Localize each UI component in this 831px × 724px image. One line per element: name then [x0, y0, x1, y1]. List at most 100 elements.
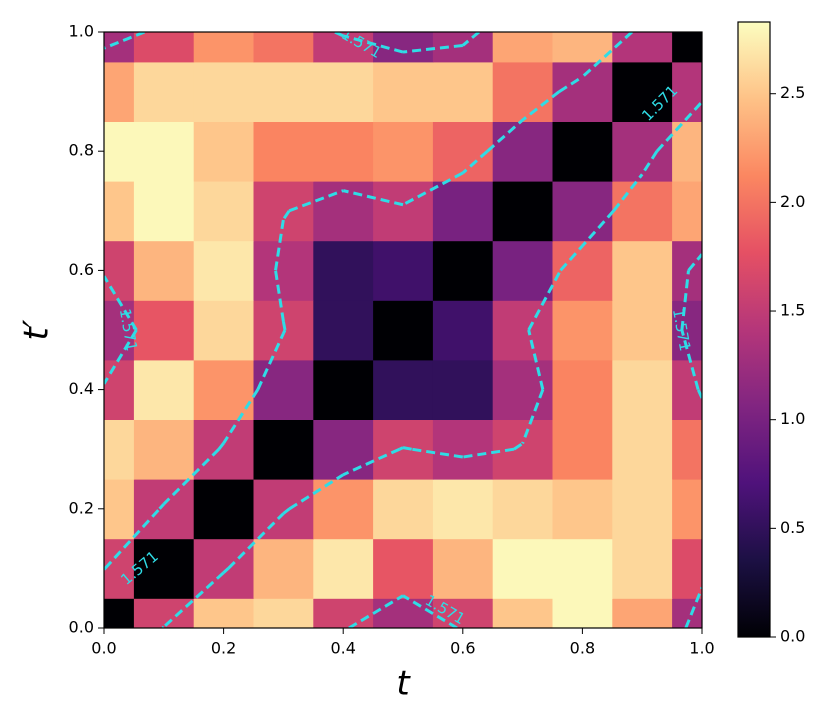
heatmap-cell [492, 240, 554, 301]
heatmap-cell [552, 359, 613, 420]
contour-line [402, 446, 412, 451]
contour-line [282, 329, 287, 335]
heatmap-cell [612, 61, 673, 122]
heatmap-cell [373, 240, 434, 301]
heatmap-cell [552, 181, 613, 242]
contour-line [684, 587, 702, 628]
heatmap-cell [373, 479, 434, 540]
heatmap-cell [373, 598, 434, 628]
heatmap-cell [193, 121, 255, 182]
heatmap-cell [193, 419, 255, 480]
heatmap-cell [552, 121, 613, 182]
heatmap-cell [104, 121, 135, 182]
heatmap-cell [672, 61, 702, 122]
heatmap-cell [313, 598, 374, 628]
x-tick-label: 0.0 [91, 639, 116, 658]
heatmap-cell [133, 479, 195, 540]
heatmap-cell [672, 538, 702, 599]
heatmap-cell [373, 300, 434, 361]
heatmap-cell [133, 538, 195, 599]
contour-line [527, 329, 545, 390]
heatmap-cell [552, 300, 613, 361]
x-axis-label: t [396, 664, 411, 704]
heatmap-cell [133, 121, 195, 182]
heatmap-cell [612, 240, 673, 301]
heatmap-cell [492, 538, 554, 599]
heatmap-cell [133, 61, 195, 122]
y-axis-label: t′ [17, 319, 57, 340]
contour-line [158, 503, 165, 510]
heatmap-cell [373, 359, 434, 420]
contour-line [342, 34, 404, 54]
contour-line [640, 150, 659, 176]
heatmap-cell [104, 419, 135, 480]
heatmap-cell [133, 300, 195, 361]
contour-line [559, 244, 584, 272]
contour-line [581, 209, 615, 247]
y-tick-label: 0.6 [69, 260, 94, 279]
heatmap-cell [373, 538, 434, 599]
heatmap-cell [432, 61, 494, 122]
colorbar-tick-label: 2.5 [780, 83, 805, 102]
heatmap-cell [104, 598, 135, 628]
heatmap-cell [373, 61, 434, 122]
x-tick-label: 0.4 [330, 639, 355, 658]
heatmap-cell [432, 479, 494, 540]
contour-line [581, 32, 633, 79]
contour-line [558, 75, 584, 93]
contour-line [222, 567, 230, 574]
heatmap-cell [313, 240, 374, 301]
heatmap-cell [104, 181, 135, 242]
contour-line [461, 32, 480, 47]
colorbar-tick-label: 2.0 [780, 192, 805, 211]
contour-line [282, 507, 291, 515]
contour-line [680, 329, 700, 390]
contour-line [288, 189, 344, 213]
heatmap-cell [672, 300, 702, 361]
contour-line [521, 90, 561, 122]
heatmap-cell [432, 300, 494, 361]
heatmap-cell [612, 479, 673, 540]
heatmap-cell [672, 479, 702, 540]
x-tick-label: 0.8 [570, 639, 595, 658]
contour-line [521, 389, 545, 444]
contour-line [274, 219, 285, 271]
heatmap-cell [672, 32, 702, 63]
heatmap-cell [612, 181, 673, 242]
heatmap-cell [253, 598, 314, 628]
heatmap-cell [552, 538, 613, 599]
contour-line [256, 332, 285, 391]
heatmap-cell [612, 419, 673, 480]
heatmap-cell [193, 598, 255, 628]
contour-line [655, 100, 702, 153]
heatmap-cell [193, 359, 255, 420]
heatmap-cell [492, 479, 554, 540]
heatmap-cell [253, 121, 314, 182]
y-tick-label: 0.2 [69, 498, 94, 517]
heatmap-cell [313, 121, 374, 182]
heatmap-cell [432, 181, 494, 242]
heatmap-cell [552, 240, 613, 301]
heatmap-cell [133, 598, 195, 628]
colorbar-tick-label: 1.0 [780, 409, 805, 428]
heatmap-cell [133, 181, 195, 242]
heatmap-cell [253, 538, 314, 599]
heatmap-cell [612, 359, 673, 420]
heatmap-cell [612, 32, 673, 63]
heatmap-cell [432, 240, 494, 301]
heatmap-cell [104, 240, 135, 301]
heatmap-cell [193, 61, 255, 122]
heatmap-cell [552, 479, 613, 540]
heatmap-cell [193, 181, 255, 242]
colorbar [737, 21, 771, 638]
contour-line [217, 442, 225, 451]
x-tick-label: 0.2 [211, 639, 236, 658]
contour-line [104, 329, 138, 385]
y-tick-label: 0.8 [69, 141, 94, 160]
contour-line [342, 189, 404, 207]
heatmap-cell [253, 479, 314, 540]
contour-line [288, 473, 345, 511]
heatmap-cell [432, 419, 494, 480]
heatmap-cell [672, 419, 702, 480]
heatmap-cell [253, 32, 314, 63]
